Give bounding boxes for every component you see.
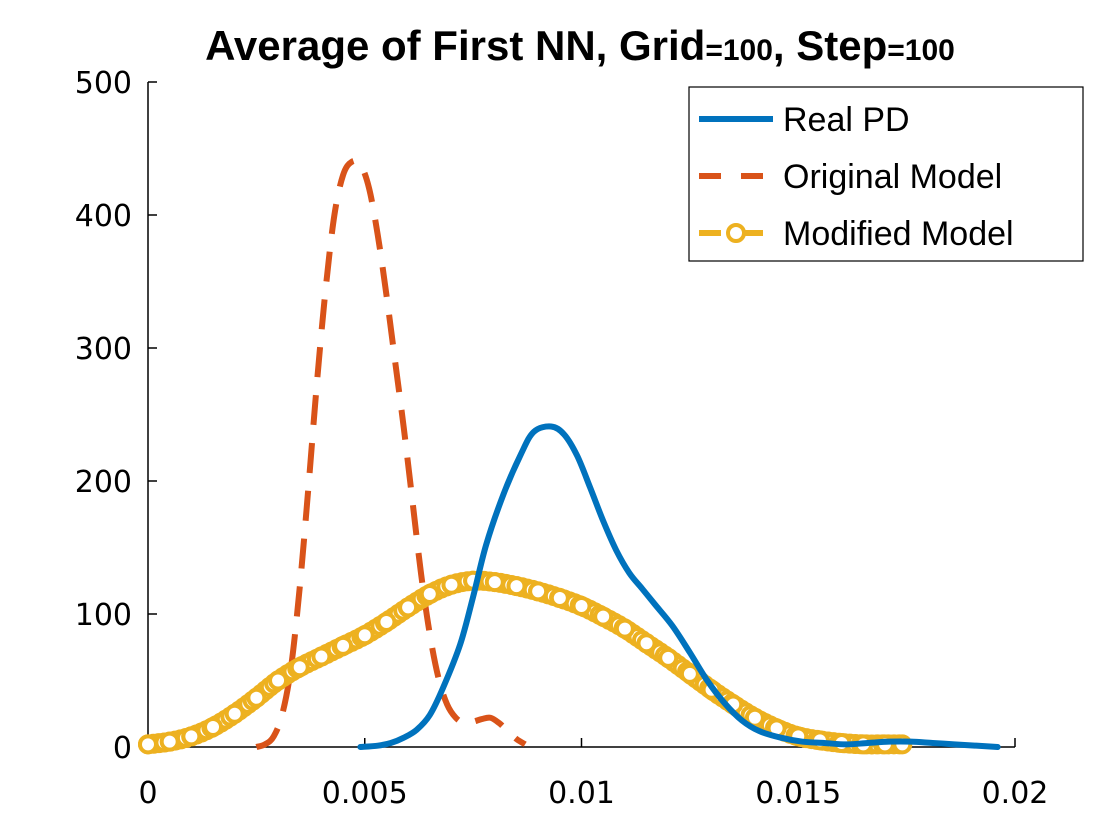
chart-title-part: =100 [887, 34, 955, 67]
data-point [614, 618, 635, 639]
data-point [528, 581, 549, 602]
legend-entry: Original Model [699, 158, 1002, 196]
y-tick-label: 400 [75, 199, 132, 234]
data-point [159, 731, 180, 752]
data-point [333, 635, 354, 656]
data-point [203, 717, 224, 738]
y-tick-label: 0 [113, 731, 132, 766]
series-line [147, 577, 903, 748]
data-point [571, 596, 592, 617]
data-point [593, 606, 614, 627]
series-real-pd [357, 423, 1001, 750]
chart-title: Average of First NN, Grid=100, Step=100 [205, 22, 955, 69]
x-tick-label: 0.005 [322, 776, 408, 811]
series-line [255, 157, 527, 750]
chart-title-part: =100 [705, 34, 773, 67]
series-modified-model [138, 570, 913, 755]
x-tick-label: 0 [138, 776, 157, 811]
y-tick-label: 200 [75, 465, 132, 500]
legend: Real PD Original Model Modified Model [688, 86, 1084, 262]
data-point [398, 597, 419, 618]
series-layer [138, 157, 1001, 755]
y-tick-label: 500 [75, 66, 132, 101]
data-point [268, 670, 289, 691]
data-point [138, 734, 158, 755]
x-tick-label: 0.02 [982, 776, 1049, 811]
chart-title-part: Average of First NN, Grid [205, 22, 705, 69]
legend-label: Original Model [783, 158, 1002, 196]
data-point [636, 633, 657, 654]
data-point [441, 574, 462, 595]
data-point [658, 647, 679, 668]
data-point [181, 726, 202, 747]
x-axis-ticks: 0 0.005 0.01 0.015 0.02 [138, 738, 1048, 811]
legend-entry: Modified Model [699, 215, 1014, 253]
data-point [419, 584, 440, 605]
data-point [376, 611, 397, 632]
data-point [549, 588, 570, 609]
x-tick-label: 0.01 [548, 776, 615, 811]
data-point [224, 703, 245, 724]
chart-title-part: , Step [773, 22, 887, 69]
data-point [679, 663, 700, 684]
data-point [246, 687, 267, 708]
legend-label: Modified Model [783, 215, 1014, 253]
y-tick-label: 300 [75, 332, 132, 367]
y-tick-label: 100 [75, 598, 132, 633]
data-point [484, 572, 505, 593]
data-point [506, 576, 527, 597]
data-point [289, 657, 310, 678]
series-line [357, 423, 1001, 750]
legend-marker [726, 223, 746, 243]
y-axis-ticks: 0 100 200 300 400 500 [75, 66, 157, 766]
data-point [311, 646, 332, 667]
x-tick-label: 0.015 [755, 776, 841, 811]
series-original-model [255, 157, 527, 750]
legend-entry: Real PD [699, 101, 910, 139]
data-point [354, 625, 375, 646]
legend-label: Real PD [783, 101, 910, 139]
